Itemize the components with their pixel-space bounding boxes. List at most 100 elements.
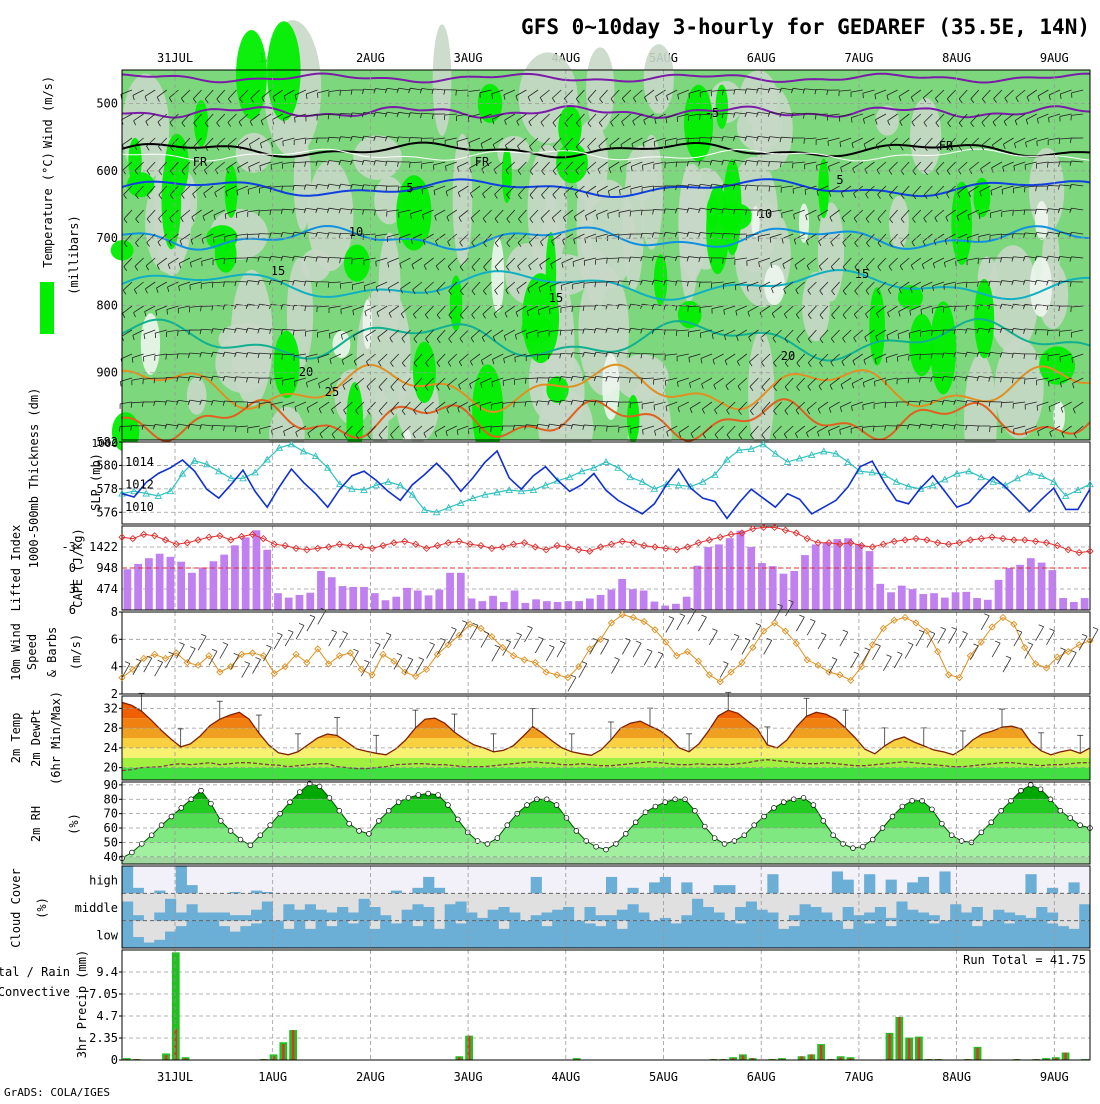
cape-bar [145, 558, 153, 610]
cloud-cover-bar-low [724, 921, 735, 948]
rh-point [169, 814, 174, 819]
precip-convective-bar [888, 1034, 890, 1060]
y-tick-label: 32 [104, 701, 118, 715]
cloud-cover-bar-high [187, 885, 198, 893]
cape-bar [747, 547, 755, 610]
cape-bar [188, 573, 196, 610]
cloud-cover-bar-low [606, 921, 617, 948]
rh-point [436, 793, 441, 798]
wind-barb [770, 161, 782, 162]
rh-point [258, 833, 263, 838]
cloud-cover-bar-low [348, 923, 359, 948]
rh-point [376, 818, 381, 823]
cloud-cover-bar-middle [757, 910, 768, 921]
cloud-cover-bar-low [520, 921, 531, 948]
wind-unit-label: (m/s) [69, 634, 83, 670]
rh-point [218, 818, 223, 823]
rh-moist-region [267, 21, 301, 121]
wind-barb-flag [642, 165, 643, 170]
cloud-cover-bar-middle [810, 907, 821, 921]
rh-point [999, 808, 1004, 813]
cape-bar [457, 573, 465, 610]
wind-barb-flag [735, 285, 736, 290]
cape-bar [220, 555, 228, 610]
wind-barb [642, 353, 654, 354]
cloud-cover-bar-low [595, 926, 606, 948]
rh-point [455, 817, 460, 822]
rh-moist-region [818, 159, 829, 219]
cape-bar [1059, 598, 1067, 610]
panel-bg [122, 442, 1090, 524]
cloud-cover-bar-low [703, 921, 714, 948]
pressure-unit-label: (millibars) [67, 215, 81, 294]
wind-barb-flag [1093, 627, 1098, 629]
slp-tick-label: 1010 [125, 500, 154, 514]
isotherm-label: FR [193, 155, 208, 169]
rh-dry-region [586, 47, 614, 131]
cape-bar [1005, 568, 1013, 610]
cloud-cover-bar-middle [154, 912, 165, 920]
rh-point [426, 791, 431, 796]
cloud-cover-bar-low [628, 921, 639, 948]
cloud-cover-bar-high [1068, 882, 1079, 893]
wind-barb [248, 402, 260, 403]
wind-barb-flag [525, 379, 526, 384]
cloud-cover-bar-high [843, 880, 854, 894]
precip-convective-bar [742, 1055, 744, 1060]
cape-bar [414, 591, 422, 610]
temp-color-band [122, 768, 1090, 780]
cloud-cover-bar-middle [509, 912, 520, 920]
cape-tick-label: 474 [96, 582, 118, 596]
cloud-cover-bar-low [939, 921, 950, 948]
rh-point [505, 823, 510, 828]
wind-barb-flag [1048, 381, 1049, 386]
rh-point [564, 816, 569, 821]
cloud-cover-bar-middle [907, 910, 918, 921]
cape-bar [382, 600, 390, 610]
cloud-cover-bar-low [359, 921, 370, 948]
y-tick-label: 6 [111, 632, 118, 646]
y-tick-label: 9.4 [96, 965, 118, 979]
cape-bar [823, 543, 831, 610]
cloud-cover-bar-low [746, 921, 757, 948]
cloud-cover-bar-low [477, 921, 488, 948]
cape-bar [984, 600, 992, 610]
panel-bg [122, 612, 1090, 694]
precip-convective-bar [800, 1056, 802, 1060]
rh-dry-region [231, 270, 273, 406]
cape-bar [543, 601, 551, 610]
cape-bar [726, 538, 734, 610]
cloud-cover-bar-low [380, 921, 391, 948]
y-tick-label: 80 [104, 792, 118, 806]
rh-point [208, 801, 213, 806]
date-label-bottom: 2AUG [356, 1070, 385, 1084]
date-label-bottom: 6AUG [747, 1070, 776, 1084]
cloud-cover-bar-low [918, 921, 929, 948]
cloud-cover-bar-middle [714, 912, 725, 920]
cloud-cover-bar-low [757, 921, 768, 948]
wind-barb-flag [966, 283, 967, 288]
rh-moist-region [684, 85, 713, 162]
rh-dry-region [737, 103, 783, 152]
cape-bar [608, 590, 616, 610]
wind-barb [607, 281, 619, 282]
wind-barb-flag [653, 187, 654, 192]
cloud-cover-bar-middle [563, 907, 574, 921]
cloud-cover-bar-middle [595, 915, 606, 920]
wind-barb-flag [422, 189, 423, 194]
cloud-cover-bar-middle [445, 904, 456, 920]
cloud-cover-bar-low [176, 926, 187, 948]
y-tick-label: 4 [111, 660, 118, 674]
cloud-cover-bar-low [982, 921, 993, 948]
cloud-cover-bar-high [133, 888, 144, 893]
cape-bar [554, 602, 562, 610]
wind-barb-flag [131, 403, 132, 408]
date-label-bottom: 8AUG [942, 1070, 971, 1084]
rh-moist-region [274, 331, 300, 398]
cape-bar [790, 571, 798, 610]
cape-bar [629, 589, 637, 610]
cloud-cover-bar-low [337, 921, 348, 948]
cloud-cover-bar-middle [1036, 907, 1047, 921]
cloud-cover-bar-low [617, 929, 628, 948]
dewpoint-axis-label: 2m DewPt [29, 709, 43, 767]
